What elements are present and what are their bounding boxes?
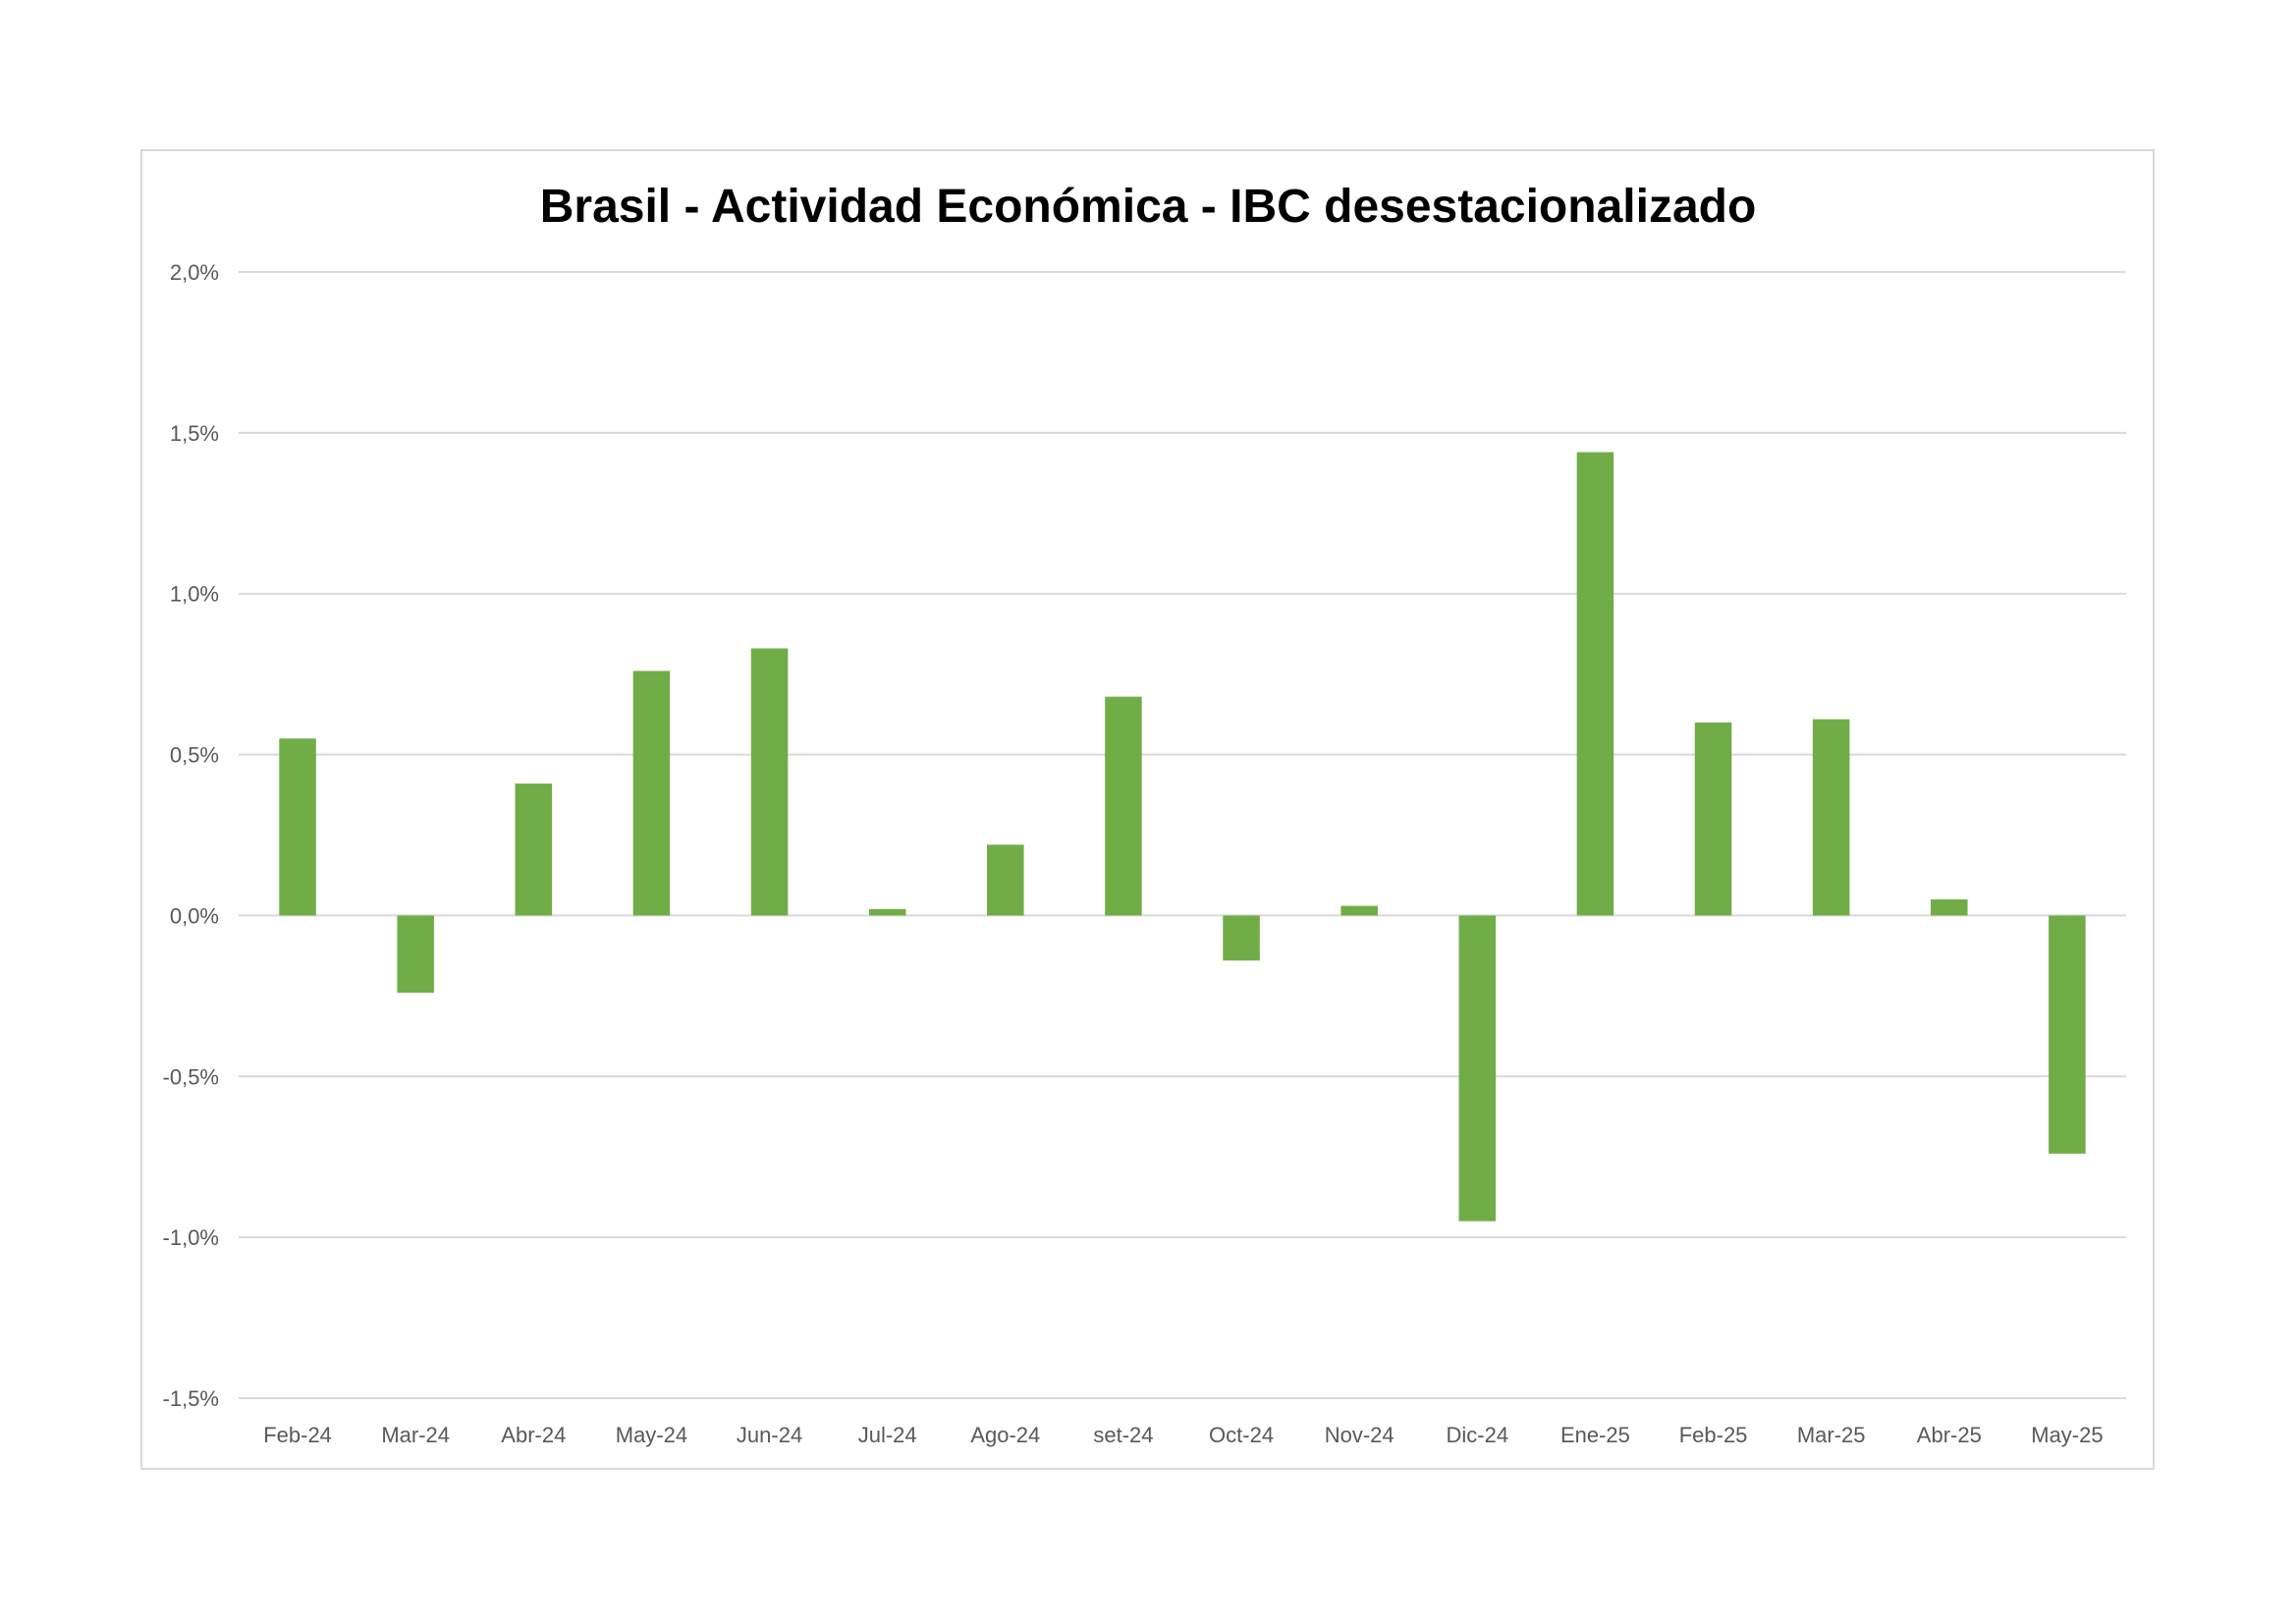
y-tick-label: 1,0% bbox=[170, 582, 219, 607]
bars bbox=[279, 452, 2086, 1221]
bar bbox=[750, 648, 789, 916]
bar bbox=[397, 915, 434, 994]
bar bbox=[279, 738, 316, 916]
bar bbox=[987, 844, 1024, 916]
x-tick-label: May-25 bbox=[2031, 1423, 2103, 1447]
x-tick-label: Jun-24 bbox=[737, 1423, 802, 1447]
bar bbox=[1812, 719, 1850, 916]
y-tick-label: 0,5% bbox=[170, 743, 219, 768]
y-tick-label: 0,0% bbox=[170, 903, 219, 928]
chart-title: Brasil - Actividad Económica - IBC deses… bbox=[540, 181, 1757, 233]
y-tick-label: -1,5% bbox=[163, 1386, 219, 1411]
x-tick-label: Mar-25 bbox=[1797, 1423, 1866, 1447]
x-tick-label: Mar-24 bbox=[381, 1423, 450, 1447]
y-tick-label: -0,5% bbox=[163, 1064, 219, 1089]
x-tick-label: Oct-24 bbox=[1209, 1423, 1274, 1447]
bar bbox=[868, 908, 906, 916]
bar bbox=[1458, 915, 1497, 1221]
x-tick-label: Dic-24 bbox=[1447, 1423, 1509, 1447]
gridlines bbox=[239, 271, 2126, 1399]
bar bbox=[2049, 915, 2086, 1154]
bar-chart: Brasil - Actividad Económica - IBC deses… bbox=[163, 181, 2126, 1447]
y-tick-label: 2,0% bbox=[170, 260, 219, 285]
y-tick-label: 1,5% bbox=[170, 421, 219, 446]
bar bbox=[632, 671, 671, 916]
bar bbox=[1340, 905, 1378, 916]
bar bbox=[1931, 899, 1968, 916]
bar bbox=[1694, 722, 1732, 916]
x-tick-label: Ago-24 bbox=[970, 1423, 1040, 1447]
bar bbox=[1576, 452, 1614, 916]
bar bbox=[515, 784, 553, 916]
x-tick-label: Feb-24 bbox=[263, 1423, 332, 1447]
x-tick-label: Jul-24 bbox=[858, 1423, 917, 1447]
y-tick-label: -1,0% bbox=[163, 1225, 219, 1250]
x-tick-label: Abr-24 bbox=[501, 1423, 566, 1447]
bar bbox=[1223, 915, 1260, 961]
x-tick-label: set-24 bbox=[1093, 1423, 1153, 1447]
x-tick-label: May-24 bbox=[616, 1423, 687, 1447]
bar bbox=[1105, 696, 1142, 916]
chart-frame: Brasil - Actividad Económica - IBC deses… bbox=[140, 149, 2155, 1470]
x-tick-label: Nov-24 bbox=[1325, 1423, 1394, 1447]
x-axis-tick-labels: Feb-24 Mar-24 Abr-24 May-24 Jun-24 Jul-24 Ago-… bbox=[263, 1423, 2103, 1447]
x-tick-label: Feb-25 bbox=[1679, 1423, 1748, 1447]
x-tick-label: Abr-25 bbox=[1917, 1423, 1982, 1447]
x-tick-label: Ene-25 bbox=[1560, 1423, 1630, 1447]
y-axis-tick-labels: 2,0% 1,5% 1,0% 0,5% 0,0% -0,5% -1,0% -1,5% bbox=[163, 260, 219, 1411]
